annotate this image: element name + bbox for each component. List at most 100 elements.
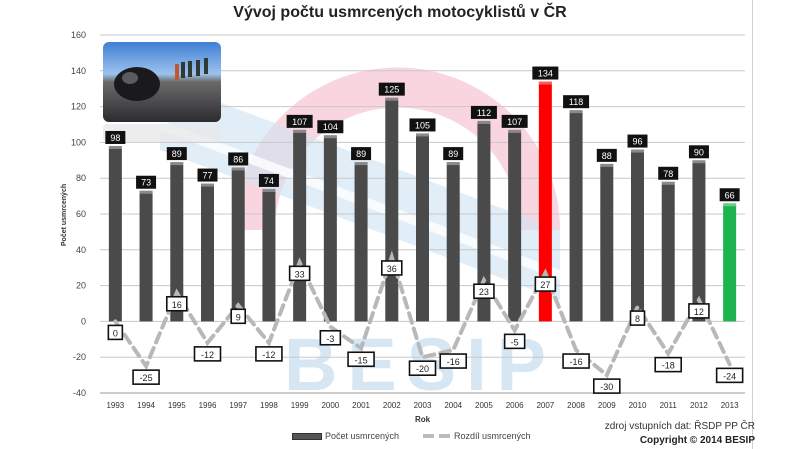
- bar-1994: [139, 190, 153, 322]
- bar-highlight: [631, 149, 644, 153]
- bar-2010: [631, 149, 644, 322]
- legend-item-count: Počet usmrcených: [292, 431, 399, 441]
- line-value-label: -25: [140, 373, 153, 383]
- x-tick-label: 2000: [321, 401, 339, 410]
- line-value-label-box: [715, 367, 744, 384]
- bar-1993: [108, 145, 122, 322]
- bar-highlight: [569, 110, 583, 114]
- x-axis-title: Rok: [415, 415, 431, 424]
- bar-value-label-bg: [627, 134, 648, 148]
- bar-2009: [600, 163, 614, 322]
- bar-value-label: 104: [323, 122, 338, 132]
- bar-value-label: 89: [172, 149, 182, 159]
- difference-line: [113, 250, 732, 379]
- photo-reflection: [103, 124, 221, 142]
- line-value-label: 33: [295, 269, 305, 279]
- line-value-label: 12: [694, 307, 704, 317]
- x-tick-label: 1995: [168, 401, 186, 410]
- bar-value-label-bg: [105, 130, 126, 144]
- bar-highlight: [262, 188, 276, 192]
- person-figure: [188, 61, 192, 77]
- x-tick-label: 1993: [106, 401, 124, 410]
- helmet-visor: [122, 72, 138, 84]
- bar-highlight: [692, 160, 706, 164]
- line-value-label: -20: [416, 364, 429, 374]
- frame-divider: [752, 0, 753, 449]
- y-tick-label: 140: [71, 66, 86, 76]
- bar-value-label: 86: [233, 154, 243, 164]
- bar-highlight: [508, 129, 522, 133]
- line-value-label-box: [319, 329, 342, 346]
- bar-swatch-icon: [292, 432, 322, 440]
- line-value-label-box: [165, 295, 188, 312]
- bar-1995: [170, 162, 184, 322]
- line-value-label-box: [288, 265, 311, 282]
- y-tick-label: 100: [71, 137, 86, 147]
- y-axis-title: Počet usmrcených: [61, 184, 68, 246]
- bar-1997: [231, 167, 245, 322]
- line-value-label-box: [654, 356, 683, 373]
- bar-value-label-bg: [688, 145, 709, 159]
- line-value-label: 36: [387, 264, 397, 274]
- bar-highlight: [323, 135, 337, 139]
- x-tick-label: 2005: [475, 401, 493, 410]
- person-figure: [204, 58, 208, 74]
- bar-value-label: 96: [632, 137, 642, 147]
- bar-value-label-bg: [197, 168, 218, 182]
- line-value-label: 9: [236, 312, 241, 322]
- bar-value-label: 90: [694, 147, 704, 157]
- line-value-label: 27: [540, 280, 550, 290]
- bar-value-label: 107: [507, 117, 522, 127]
- bar-2013: [723, 203, 737, 322]
- line-value-label-box: [107, 324, 124, 341]
- bar-value-label-bg: [470, 105, 497, 119]
- legend-label: Rozdíl usmrcených: [454, 431, 531, 441]
- line-value-label-box: [255, 346, 283, 362]
- bar-2008: [569, 110, 583, 322]
- bar-2003: [416, 133, 429, 322]
- bar-1996: [201, 183, 214, 322]
- bar-1998: [262, 188, 276, 322]
- bar-value-label: 98: [110, 133, 120, 143]
- line-value-label: -3: [326, 334, 334, 344]
- y-tick-label: -20: [73, 352, 86, 362]
- bar-2012: [692, 160, 706, 322]
- line-value-label: -30: [600, 382, 613, 392]
- dashed-line-swatch-icon: [423, 434, 452, 438]
- bar-value-label-bg: [409, 118, 436, 132]
- y-tick-label: 80: [76, 173, 86, 183]
- bar-value-label: 74: [264, 176, 274, 186]
- bar-value-label-bg: [166, 147, 187, 161]
- x-tick-label: 2007: [536, 401, 554, 410]
- bar-value-label: 88: [602, 151, 612, 161]
- bar-highlight: [231, 167, 245, 171]
- bar-value-label-bg: [501, 114, 528, 128]
- line-value-label: -12: [262, 350, 275, 360]
- person-figure: [175, 64, 179, 80]
- y-tick-label: 120: [71, 102, 86, 112]
- bar-value-label-bg: [658, 166, 679, 180]
- bar-value-label-bg: [563, 95, 590, 109]
- bar-value-label: 118: [569, 97, 583, 107]
- x-tick-label: 2011: [660, 401, 678, 410]
- line-value-label: -16: [570, 357, 583, 367]
- bar-highlight: [108, 145, 122, 149]
- line-value-label-box: [592, 378, 621, 394]
- line-value-label: -18: [662, 361, 675, 371]
- y-tick-label: 160: [71, 30, 86, 40]
- data-source-note: zdroj vstupních dat: ŘSDP PP ČR: [604, 421, 755, 432]
- chart-title: Vývoj počtu usmrcených motocyklistů v ČR: [233, 4, 567, 21]
- value-labels: 9873897786741071048912510589112107134118…: [105, 66, 744, 394]
- line-value-label: -16: [447, 357, 460, 367]
- bar-highlight: [293, 129, 307, 133]
- bar-highlight: [477, 120, 491, 124]
- bar-value-label-bg: [351, 147, 372, 161]
- x-tick-label: 2004: [444, 401, 462, 410]
- y-tick-label: 60: [76, 209, 86, 219]
- bar-value-label-bg: [596, 148, 617, 162]
- bar-value-label-bg: [443, 147, 464, 161]
- bar-value-label: 77: [202, 171, 212, 181]
- line-value-label: 0: [113, 328, 118, 338]
- x-tick-label: 2001: [352, 401, 370, 410]
